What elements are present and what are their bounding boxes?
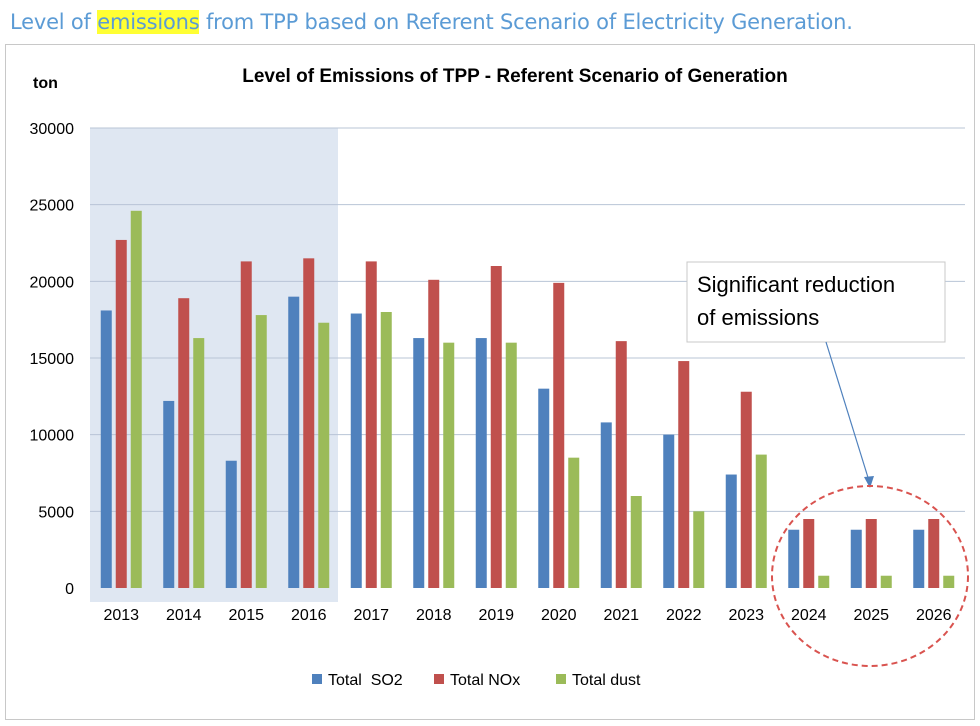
- bar-total-dust-2018: [443, 342, 455, 588]
- annotation-arrow: [825, 341, 871, 485]
- legend-swatch-2: [556, 674, 566, 684]
- bar-total-nox-2022: [678, 361, 690, 588]
- x-tick-label: 2015: [228, 607, 264, 624]
- y-tick-label: 5000: [38, 504, 74, 521]
- y-tick-label: 10000: [30, 428, 75, 445]
- annotation-line-1: Significant reduction: [697, 272, 895, 297]
- bar-total-dust-2021: [630, 496, 642, 588]
- bar-total-nox-2015: [240, 261, 252, 588]
- x-tick-label: 2022: [666, 607, 702, 624]
- bar-total-nox-2018: [428, 279, 440, 588]
- bar-total-nox-2024: [803, 519, 815, 588]
- bar-total-so2-2017: [350, 313, 362, 588]
- bar-total-dust-2017: [380, 312, 392, 588]
- annotation-line-2: of emissions: [697, 305, 819, 330]
- y-tick-label: 25000: [30, 198, 75, 215]
- legend-label-1: Total NOx: [450, 672, 520, 689]
- bar-total-nox-2021: [615, 341, 627, 588]
- y-tick-label: 30000: [30, 121, 75, 138]
- legend-swatch-0: [312, 674, 322, 684]
- bar-total-nox-2013: [115, 239, 127, 588]
- bar-total-dust-2016: [318, 322, 330, 588]
- annotation-box: [686, 261, 946, 343]
- annotation-arrowhead: [864, 476, 874, 488]
- y-tick-label: 15000: [30, 351, 75, 368]
- bar-total-dust-2024: [818, 575, 830, 588]
- y-axis-label: ton: [33, 75, 58, 92]
- y-tick-label: 20000: [30, 274, 75, 291]
- bar-total-dust-2013: [130, 210, 142, 589]
- highlight-circle: [771, 485, 969, 667]
- bar-total-so2-2016: [288, 296, 300, 588]
- bar-total-nox-2014: [178, 298, 190, 588]
- legend-label-0: Total SO2: [328, 672, 403, 689]
- x-tick-label: 2019: [478, 607, 514, 624]
- x-tick-label: 2016: [291, 607, 327, 624]
- bar-total-dust-2020: [568, 457, 580, 588]
- shaded-period: [90, 128, 338, 602]
- legend-label-2: Total dust: [572, 672, 641, 689]
- x-tick-label: 2020: [541, 607, 577, 624]
- bar-total-dust-2022: [693, 511, 705, 588]
- heading-post: from TPP based on Referent Scenario of E…: [199, 10, 853, 34]
- page-heading: Level of emissions from TPP based on Ref…: [10, 10, 853, 34]
- bar-total-nox-2020: [553, 282, 565, 588]
- x-tick-label: 2014: [166, 607, 202, 624]
- bar-total-dust-2015: [255, 315, 267, 588]
- chart-title: Level of Emissions of TPP - Referent Sce…: [242, 66, 788, 87]
- bar-total-so2-2015: [225, 460, 237, 588]
- bar-total-dust-2026: [943, 575, 955, 588]
- bar-total-so2-2023: [725, 474, 737, 588]
- x-tick-label: 2018: [416, 607, 452, 624]
- bar-total-so2-2020: [538, 388, 550, 588]
- heading-pre: Level of: [10, 10, 98, 34]
- x-tick-label: 2023: [728, 607, 764, 624]
- bar-total-so2-2025: [850, 529, 862, 588]
- bar-total-so2-2022: [663, 434, 675, 588]
- bar-total-nox-2019: [490, 266, 502, 588]
- bar-total-dust-2025: [880, 575, 892, 588]
- bar-total-nox-2023: [740, 391, 752, 588]
- bar-total-so2-2021: [600, 422, 612, 588]
- bar-total-so2-2014: [163, 400, 175, 588]
- bar-total-dust-2014: [193, 338, 205, 588]
- x-tick-label: 2024: [791, 607, 827, 624]
- bar-total-so2-2024: [788, 529, 800, 588]
- bar-total-dust-2023: [755, 454, 767, 588]
- heading-highlight: emissions: [97, 10, 200, 34]
- bar-total-so2-2019: [475, 338, 487, 588]
- x-tick-label: 2026: [916, 607, 952, 624]
- x-tick-label: 2017: [353, 607, 389, 624]
- legend-swatch-1: [434, 674, 444, 684]
- bar-total-so2-2013: [100, 310, 112, 588]
- y-tick-label: 0: [65, 581, 74, 598]
- bar-total-nox-2026: [928, 519, 940, 588]
- x-tick-label: 2025: [853, 607, 889, 624]
- bar-total-nox-2017: [365, 261, 377, 588]
- bar-total-nox-2016: [303, 258, 315, 588]
- bar-total-so2-2026: [913, 529, 925, 588]
- bar-total-nox-2025: [865, 519, 877, 588]
- x-tick-label: 2021: [603, 607, 639, 624]
- bar-total-so2-2018: [413, 338, 425, 588]
- bar-total-dust-2019: [505, 342, 517, 588]
- x-tick-label: 2013: [103, 607, 139, 624]
